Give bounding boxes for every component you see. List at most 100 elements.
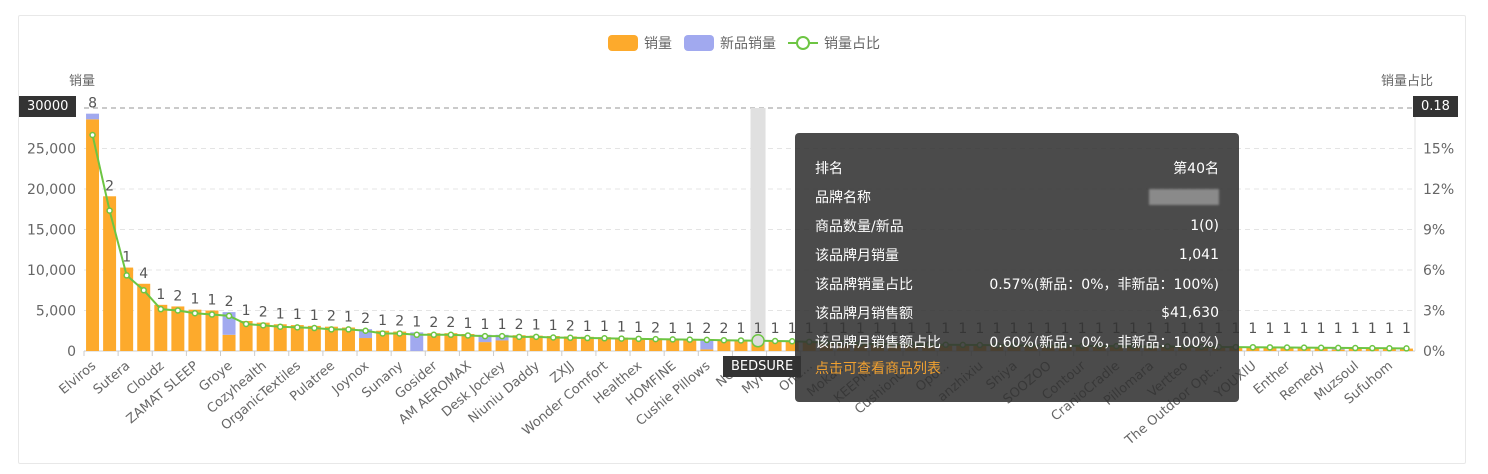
bar-sales bbox=[359, 338, 373, 351]
bar-sales bbox=[632, 338, 646, 351]
bar-count-label: 1 bbox=[737, 321, 746, 337]
tooltip-label: 该品牌月销售额 bbox=[815, 305, 913, 322]
bar-sales bbox=[444, 333, 458, 351]
bar-count-label: 1 bbox=[412, 314, 421, 330]
bar-count-label: 1 bbox=[600, 319, 609, 335]
bar-count-label: 1 bbox=[634, 320, 643, 336]
bar-count-label: 1 bbox=[122, 250, 131, 266]
share-point bbox=[1283, 344, 1291, 351]
bar-count-label: 2 bbox=[395, 314, 404, 330]
share-point bbox=[294, 324, 301, 331]
tooltip-value: 第40名 bbox=[1173, 160, 1219, 177]
bar-sales bbox=[290, 325, 304, 351]
bar-new-sales bbox=[410, 332, 424, 351]
bar-sales bbox=[273, 324, 287, 351]
bar-count-label: 1 bbox=[293, 307, 302, 323]
bar-count-label: 1 bbox=[1368, 321, 1377, 337]
x-tick-label: Sutera bbox=[91, 359, 134, 398]
legend-item-share[interactable]: 销量占比 bbox=[788, 33, 880, 53]
share-point bbox=[1317, 344, 1325, 352]
bar-sales bbox=[478, 342, 492, 351]
share-point bbox=[311, 324, 318, 332]
bar-sales bbox=[154, 304, 168, 351]
x-axis-pointer-label: BEDSURE bbox=[723, 356, 802, 377]
share-point bbox=[89, 131, 96, 139]
y-tick-label: 25,000 bbox=[27, 142, 76, 158]
tooltip-value: 1(0) bbox=[1190, 217, 1219, 234]
bar-count-label: 1 bbox=[1385, 321, 1394, 337]
bar-new-sales bbox=[86, 113, 100, 120]
share-point bbox=[618, 335, 625, 342]
bar-sales bbox=[103, 196, 117, 351]
y2-tick-label: 12% bbox=[1423, 182, 1454, 198]
tooltip-label: 该品牌月销售额占比 bbox=[815, 334, 941, 351]
bar-count-label: 2 bbox=[105, 178, 114, 194]
bar-count-label: 1 bbox=[276, 306, 285, 322]
bar-sales bbox=[666, 338, 680, 351]
tooltip-label: 商品数量/新品 bbox=[815, 218, 904, 235]
bar-sales bbox=[120, 267, 134, 351]
legend-swatch-sales bbox=[608, 35, 638, 51]
legend-item-new-sales[interactable]: 新品销量 bbox=[684, 33, 776, 53]
bar-sales bbox=[683, 339, 697, 351]
bar-new-sales bbox=[700, 339, 714, 350]
bar-count-label: 1 bbox=[1248, 321, 1257, 337]
bar-count-label: 1 bbox=[208, 293, 217, 309]
share-point bbox=[635, 335, 642, 343]
bar-sales bbox=[376, 330, 390, 351]
bar-count-label: 1 bbox=[1334, 321, 1343, 337]
view-products-link[interactable]: 点击可查看商品列表 bbox=[815, 361, 941, 377]
tooltip-row-count: 商品数量/新品 1(0) bbox=[815, 211, 1219, 240]
bar-count-label: 1 bbox=[617, 320, 626, 336]
share-point bbox=[157, 305, 165, 313]
share-point bbox=[191, 309, 199, 317]
tooltip-row-sales: 该品牌月销量 1,041 bbox=[815, 240, 1219, 269]
bar-sales bbox=[580, 336, 594, 351]
share-point bbox=[259, 322, 267, 329]
y-tick-label: 10,000 bbox=[27, 263, 76, 279]
share-point bbox=[771, 337, 779, 345]
share-point bbox=[276, 323, 284, 330]
legend-item-sales[interactable]: 销量 bbox=[608, 33, 672, 53]
share-point bbox=[242, 320, 250, 328]
bar-sales bbox=[393, 331, 407, 351]
bar-count-label: 2 bbox=[566, 318, 575, 334]
legend-label-sales: 销量 bbox=[644, 36, 672, 52]
share-point bbox=[532, 333, 540, 341]
legend-swatch-new-sales bbox=[684, 35, 714, 51]
bar-count-label: 1 bbox=[532, 318, 541, 334]
bar-count-label: 2 bbox=[259, 305, 268, 321]
y2-tick-label: 15% bbox=[1423, 142, 1454, 158]
tooltip-value: 0.60%(新品：0%，非新品：100%) bbox=[989, 334, 1219, 351]
bar-sales bbox=[171, 306, 185, 351]
bar-count-label: 1 bbox=[344, 310, 353, 326]
bar-count-label: 2 bbox=[225, 294, 234, 310]
bar-count-label: 1 bbox=[771, 321, 780, 337]
bar-sales bbox=[615, 337, 629, 351]
bar-sales bbox=[86, 119, 100, 351]
bar-sales bbox=[427, 333, 441, 351]
bar-sales bbox=[239, 321, 253, 351]
tooltip: 排名 第40名 品牌名称 商品数量/新品 1(0) 该品牌月销量 1,041 该品牌销… bbox=[795, 133, 1239, 402]
share-point bbox=[174, 307, 182, 314]
bar-sales bbox=[512, 335, 526, 351]
blurred-brand-name bbox=[1149, 188, 1219, 205]
chart-frame bbox=[18, 15, 1466, 464]
bar-count-label: 1 bbox=[498, 317, 507, 333]
share-point bbox=[788, 338, 796, 345]
share-point bbox=[123, 272, 130, 279]
share-point bbox=[669, 336, 676, 343]
y-tick-label: 15,000 bbox=[27, 223, 76, 239]
tooltip-value: 0.57%(新品：0%，非新品：100%) bbox=[989, 276, 1219, 293]
bar-sales bbox=[324, 326, 338, 351]
bar-count-label: 2 bbox=[515, 317, 524, 333]
tooltip-value: 1,041 bbox=[1178, 246, 1219, 263]
share-point bbox=[1300, 344, 1308, 351]
bar-sales bbox=[768, 341, 782, 351]
bar-count-label: 1 bbox=[242, 303, 251, 319]
bar-sales bbox=[137, 283, 151, 351]
share-point bbox=[413, 331, 420, 339]
bar-count-label: 1 bbox=[1317, 321, 1326, 337]
share-point bbox=[345, 326, 352, 333]
